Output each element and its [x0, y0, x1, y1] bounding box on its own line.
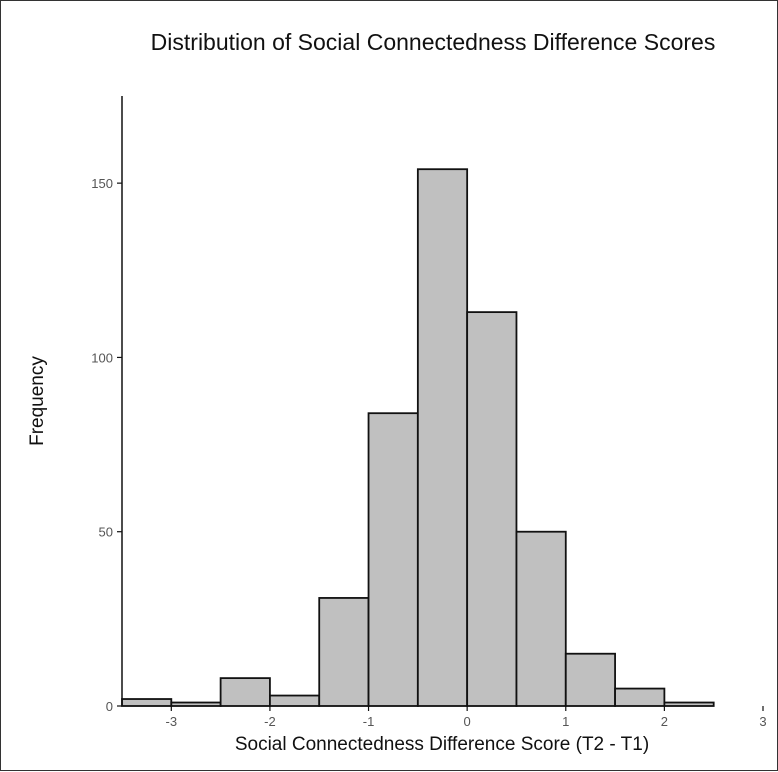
y-axis-ticks: 0 50 100 150 [91, 176, 122, 714]
histogram-bar-8 [466, 311, 518, 707]
x-tick-label: -3 [166, 714, 178, 729]
y-tick-label: 50 [99, 525, 113, 540]
bars-group [121, 168, 715, 707]
histogram-bar-2 [170, 701, 222, 707]
x-tick-label: 0 [464, 714, 471, 729]
histogram-bar-6 [367, 412, 419, 707]
y-axis-title: Frequency [27, 356, 48, 446]
histogram-bar-11 [614, 687, 666, 707]
x-axis-ticks: -3 -2 -1 0 1 2 3 [166, 706, 767, 729]
x-tick-label: 3 [759, 714, 766, 729]
x-axis-title: Social Connectedness Difference Score (T… [235, 734, 649, 755]
histogram-bar-1 [121, 698, 173, 707]
histogram-bar-5 [318, 597, 370, 707]
histogram-bar-7 [416, 168, 469, 707]
x-tick-label: -1 [363, 714, 375, 729]
y-tick-label: 100 [91, 350, 113, 365]
x-tick-label: -2 [264, 714, 276, 729]
x-tick-label: 1 [562, 714, 569, 729]
histogram-bar-4 [269, 694, 321, 707]
histogram-bar-12 [663, 701, 715, 707]
histogram-bar-10 [564, 652, 616, 707]
chart-title: Distribution of Social Connectedness Dif… [151, 29, 716, 55]
x-tick-label: 2 [661, 714, 668, 729]
histogram-bar-9 [515, 530, 567, 707]
histogram-bar-3 [219, 677, 271, 707]
y-tick-label: 150 [91, 176, 113, 191]
y-tick-label: 0 [106, 699, 113, 714]
